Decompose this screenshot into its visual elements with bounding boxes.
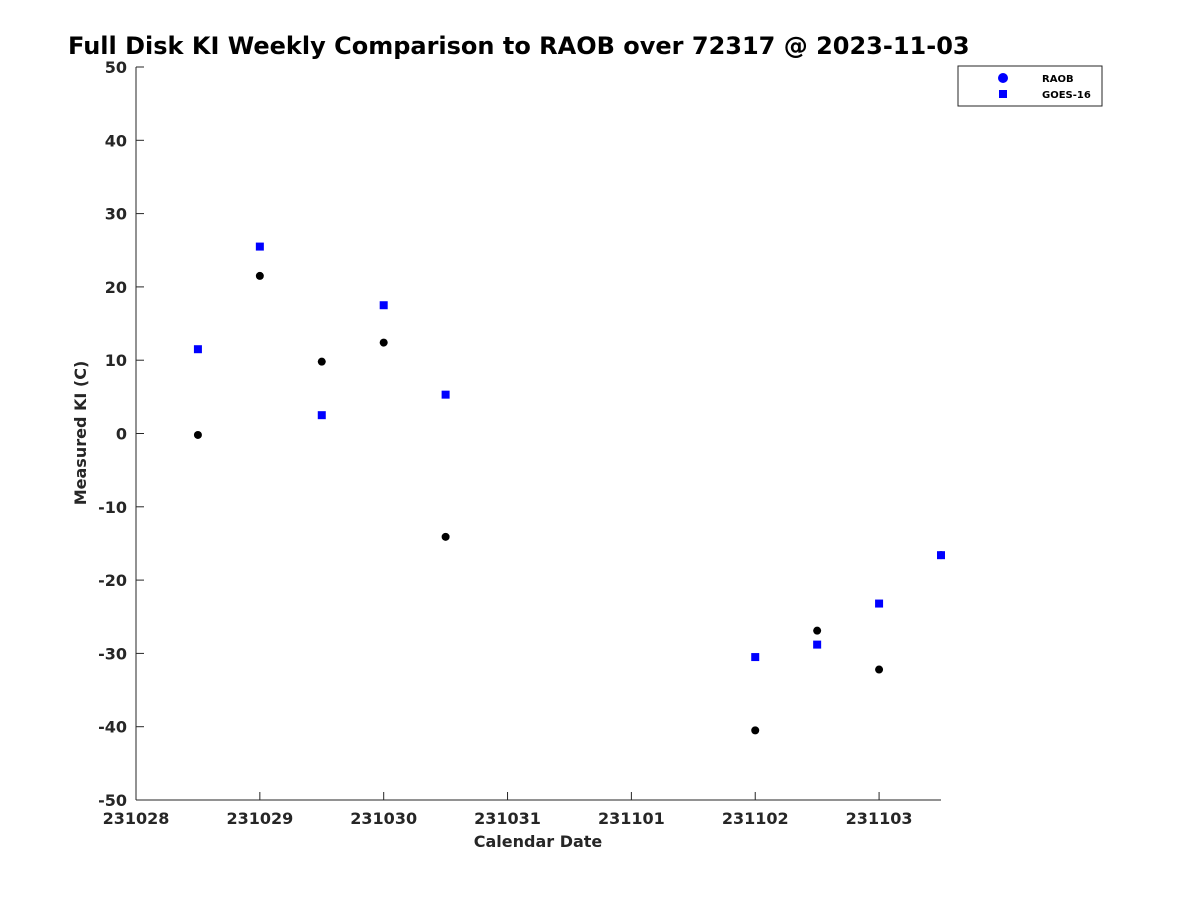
y-tick-label: -40 [98, 718, 127, 737]
y-tick-label: 40 [105, 131, 127, 150]
chart-title: Full Disk KI Weekly Comparison to RAOB o… [68, 32, 970, 60]
y-ticks: 50 40 30 20 10 0 -10 -20 -30 -40 -50 [98, 58, 144, 810]
point-raob [441, 532, 450, 541]
data-points [193, 242, 945, 735]
legend-marker-goes16 [999, 90, 1007, 98]
y-tick-label: -30 [98, 644, 127, 663]
x-tick-label: 231101 [598, 809, 665, 828]
point-goes16 [875, 599, 884, 608]
point-raob [193, 430, 202, 439]
y-tick-label: 0 [116, 425, 127, 444]
point-raob [751, 726, 760, 735]
y-axis-label: Measured KI (C) [71, 361, 90, 506]
point-goes16 [937, 551, 945, 560]
x-tick-label: 231030 [350, 809, 417, 828]
point-raob [255, 271, 264, 280]
y-tick-label: 10 [105, 351, 127, 370]
point-raob [379, 338, 388, 347]
x-tick-label: 231029 [226, 809, 293, 828]
legend-marker-raob [998, 73, 1008, 83]
x-ticks: 231028 231029 231030 231031 231101 231102 2311… [103, 792, 913, 828]
x-tick-label: 231028 [103, 809, 170, 828]
point-goes16 [379, 301, 388, 310]
point-goes16 [441, 390, 450, 399]
point-raob [875, 665, 884, 674]
point-goes16 [255, 242, 264, 251]
y-tick-label: 30 [105, 205, 127, 224]
y-tick-label: -10 [98, 498, 127, 517]
x-axis-label: Calendar Date [474, 832, 603, 851]
legend-label-raob: RAOB [1042, 74, 1074, 85]
y-tick-label: 20 [105, 278, 127, 297]
y-tick-label: -50 [98, 791, 127, 810]
point-raob [813, 626, 822, 635]
legend-label-goes16: GOES-16 [1042, 90, 1091, 101]
x-tick-label: 231031 [474, 809, 541, 828]
point-goes16 [193, 345, 202, 354]
x-tick-label: 231103 [846, 809, 913, 828]
axes [135, 67, 941, 801]
point-raob [317, 357, 326, 366]
point-goes16 [751, 653, 760, 662]
point-goes16 [317, 411, 326, 420]
legend: RAOB GOES-16 [957, 65, 1103, 107]
y-tick-label: 50 [105, 58, 127, 77]
x-tick-label: 231102 [722, 809, 789, 828]
legend-box [957, 65, 1103, 107]
y-tick-label: -20 [98, 571, 127, 590]
point-goes16 [813, 640, 822, 649]
